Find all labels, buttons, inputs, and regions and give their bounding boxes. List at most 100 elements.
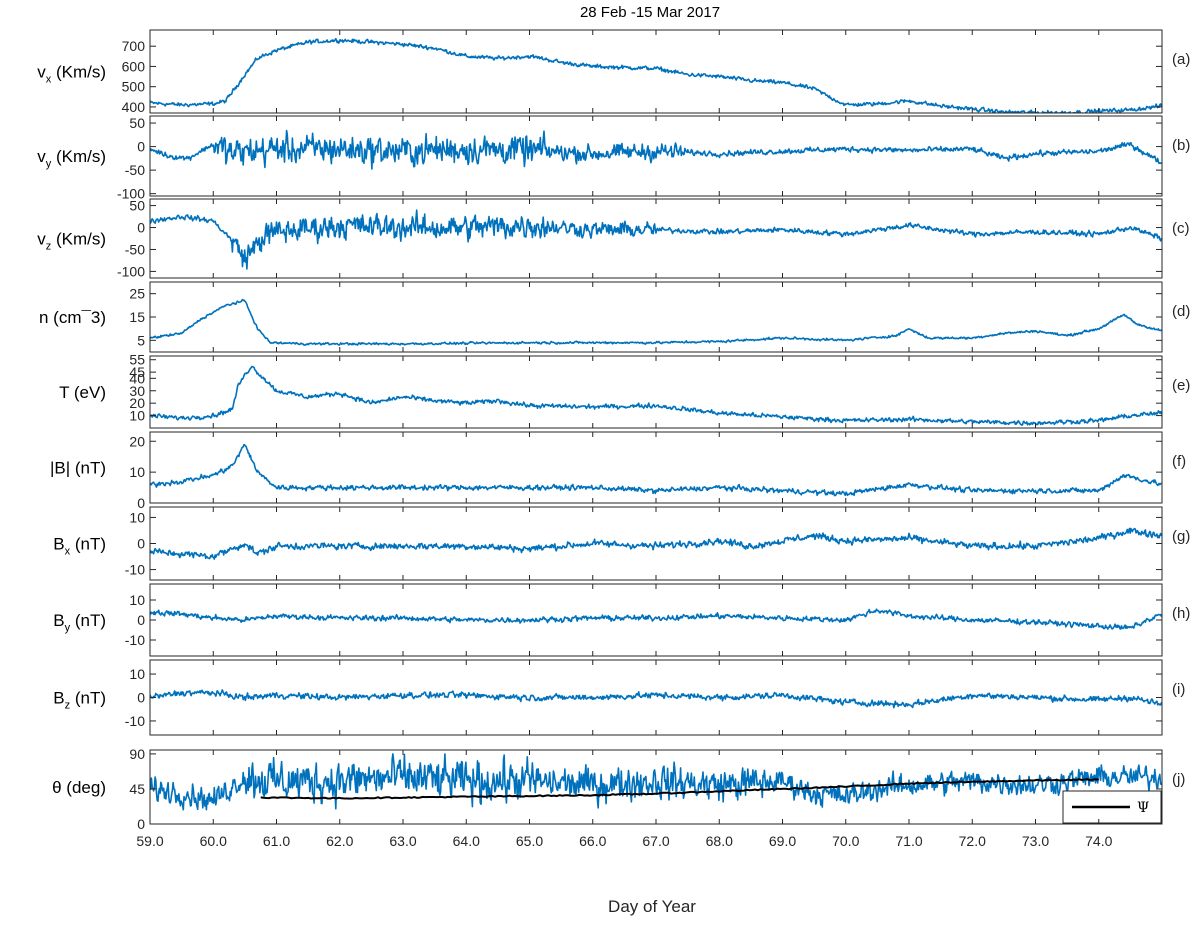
panel-f: 0 10 20 |B| (nT) (f) <box>50 431 1186 511</box>
y-axis-label-c: vz (Km/s) <box>37 230 106 253</box>
panel-a: 400 500 600 700 vx (Km/s) (a) <box>37 29 1190 115</box>
panel-g: -10 0 10 Bx (nT) (g) <box>53 506 1190 581</box>
series-line-c <box>150 209 1162 270</box>
x-tick-label: 63.0 <box>389 833 416 849</box>
y-axis-label-f: |B| (nT) <box>50 459 106 478</box>
panel-c: -100 -50 0 50 vz (Km/s) (c) <box>37 198 1189 280</box>
y-tick-label-a: 600 <box>122 58 146 74</box>
panel-i: -10 0 10 Bz (nT) (i) <box>53 659 1185 736</box>
panel-tag-d: (d) <box>1172 303 1190 320</box>
y-tick-label-a: 700 <box>122 38 146 54</box>
y-tick-label-b: 50 <box>129 115 145 131</box>
y-tick-label-a: 400 <box>122 99 146 115</box>
y-axis-label-i: Bz (nT) <box>53 689 106 712</box>
series-line-j <box>150 753 1162 811</box>
legend-label: Ψ <box>1137 800 1149 816</box>
chart-title: 28 Feb -15 Mar 2017 <box>580 4 720 21</box>
y-axis-label-a: vx (Km/s) <box>37 63 106 86</box>
y-tick-label-g: -10 <box>125 562 145 578</box>
y-axis-label-j: θ (deg) <box>52 778 106 797</box>
y-tick-label-i: 0 <box>137 690 145 706</box>
x-tick-label: 69.0 <box>769 833 796 849</box>
panel-tag-g: (g) <box>1172 528 1190 545</box>
x-tick-label: 67.0 <box>642 833 669 849</box>
y-tick-label-e: 30 <box>129 383 145 399</box>
y-tick-label-g: 0 <box>137 536 145 552</box>
panel-tag-b: (b) <box>1172 137 1190 154</box>
legend: Ψ <box>1062 790 1162 824</box>
axes-box-a <box>149 29 1163 114</box>
y-tick-label-b: -100 <box>117 186 145 202</box>
y-tick-label-c: 50 <box>129 198 145 214</box>
x-tick-label: 64.0 <box>453 833 480 849</box>
series-line-d <box>150 298 1162 346</box>
x-tick-label: 74.0 <box>1085 833 1112 849</box>
y-axis-label-h: By (nT) <box>53 611 106 634</box>
panel-tag-j: (j) <box>1172 771 1185 788</box>
x-axis-label: Day of Year <box>608 897 696 916</box>
panel-tag-a: (a) <box>1172 51 1190 68</box>
panel-tag-e: (e) <box>1172 377 1190 394</box>
y-tick-label-b: 0 <box>137 139 145 155</box>
y-tick-label-e: 10 <box>129 408 145 424</box>
y-tick-label-b: -50 <box>125 162 145 178</box>
panel-tag-h: (h) <box>1172 605 1190 622</box>
panel-j: Ψ 0 45 90 θ (deg) (j) <box>52 746 1185 832</box>
y-tick-label-h: 10 <box>129 592 145 608</box>
x-tick-label: 62.0 <box>326 833 353 849</box>
y-tick-label-a: 500 <box>122 79 146 95</box>
y-tick-label-d: 5 <box>137 332 145 348</box>
y-tick-label-e: 55 <box>129 352 145 368</box>
psi-line <box>260 778 1099 800</box>
y-tick-label-f: 0 <box>137 495 145 511</box>
y-tick-label-e: 20 <box>129 395 145 411</box>
y-tick-label-i: 10 <box>129 666 145 682</box>
panel-tag-f: (f) <box>1172 453 1186 470</box>
series-line-g <box>150 527 1162 560</box>
y-axis-label-g: Bx (nT) <box>53 535 106 558</box>
x-axis-ticks: 59.0 60.0 61.0 62.0 63.0 64.0 65.0 66.0 67.0 68.0… <box>136 833 1112 849</box>
y-tick-label-c: -50 <box>125 241 145 257</box>
y-axis-label-e: T (eV) <box>59 383 106 402</box>
y-tick-label-h: 0 <box>137 612 145 628</box>
x-tick-label: 66.0 <box>579 833 606 849</box>
axes-box-e <box>149 355 1163 429</box>
panel-tag-i: (i) <box>1172 681 1185 698</box>
series-line-e <box>150 365 1162 426</box>
series-line-f <box>150 443 1162 497</box>
series-line-a <box>150 37 1162 113</box>
y-tick-label-h: -10 <box>125 632 145 648</box>
y-tick-label-c: -100 <box>117 263 145 279</box>
y-tick-label-e: 40 <box>129 370 145 386</box>
y-axis-label-d: n (cm¯3) <box>39 308 106 327</box>
y-tick-label-d: 25 <box>129 286 145 302</box>
y-tick-label-i: -10 <box>125 713 145 729</box>
x-tick-label: 73.0 <box>1022 833 1049 849</box>
x-tick-label: 61.0 <box>263 833 290 849</box>
y-axis-label-b: vy (Km/s) <box>37 147 106 170</box>
x-tick-label: 65.0 <box>516 833 543 849</box>
y-tick-label-j: 90 <box>129 746 145 762</box>
x-tick-label: 60.0 <box>200 833 227 849</box>
panel-d: 5 15 25 n (cm¯3) (d) <box>39 281 1190 353</box>
x-tick-label: 71.0 <box>895 833 922 849</box>
axes-box-c <box>149 198 1163 279</box>
y-tick-label-f: 10 <box>129 464 145 480</box>
x-tick-label: 59.0 <box>136 833 163 849</box>
y-tick-label-d: 15 <box>129 309 145 325</box>
y-tick-label-e: 45 <box>129 364 145 380</box>
y-tick-label-c: 0 <box>137 220 145 236</box>
y-tick-label-g: 10 <box>129 509 145 525</box>
panel-h: -10 0 10 By (nT) (h) <box>53 583 1190 657</box>
series-line-i <box>150 689 1162 709</box>
y-tick-label-f: 20 <box>129 433 145 449</box>
panel-b: -100 -50 0 50 vy (Km/s) (b) <box>37 115 1190 202</box>
y-tick-label-j: 0 <box>137 816 145 832</box>
series-line-h <box>150 608 1162 630</box>
series-line-b <box>150 129 1162 170</box>
x-tick-label: 68.0 <box>706 833 733 849</box>
x-tick-label: 72.0 <box>959 833 986 849</box>
